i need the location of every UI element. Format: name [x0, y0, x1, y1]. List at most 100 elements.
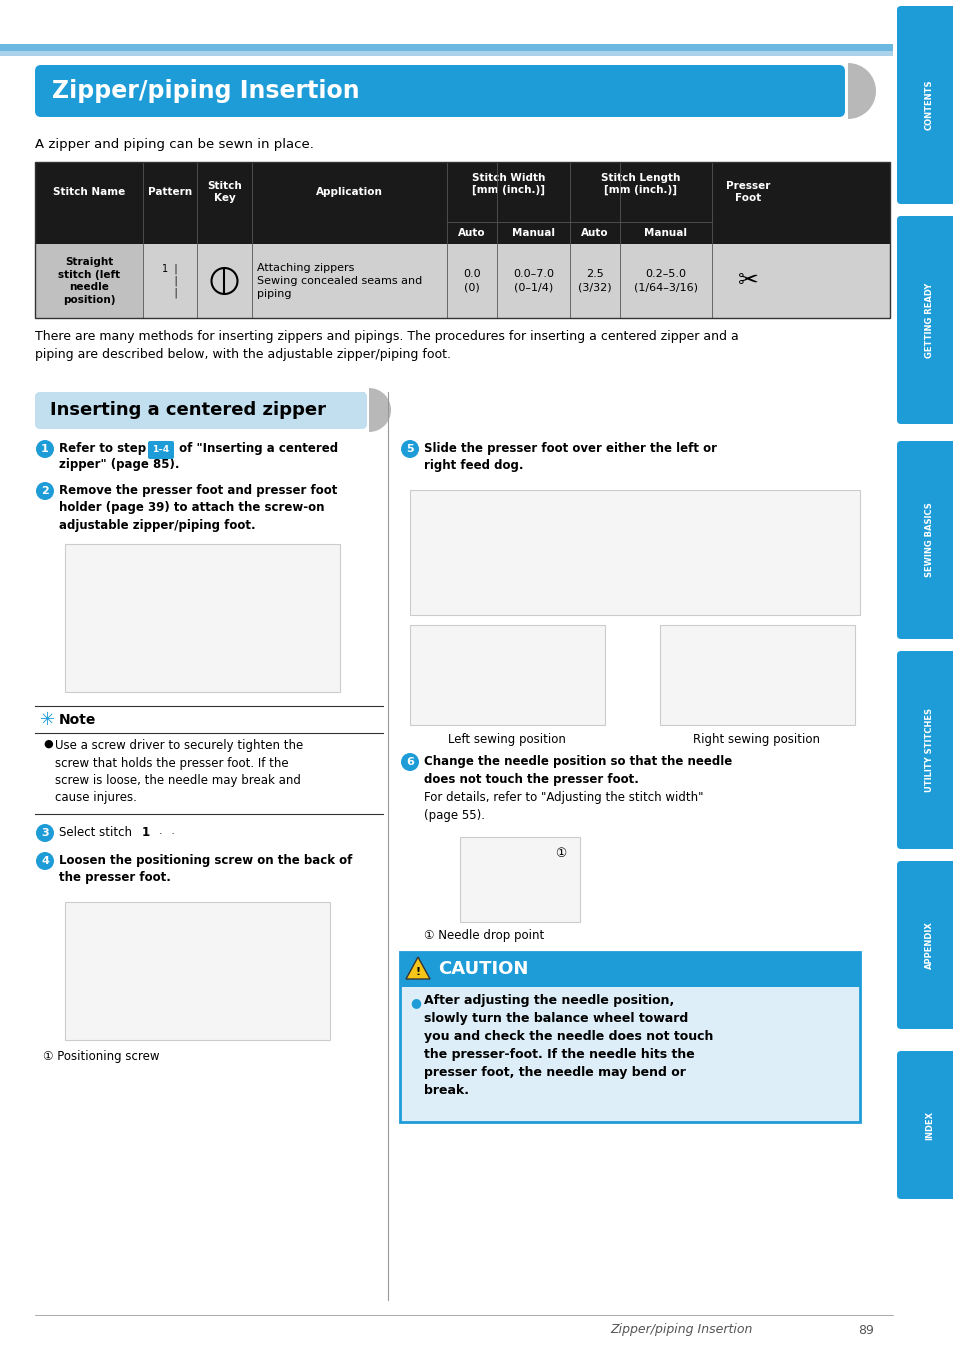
FancyBboxPatch shape: [896, 651, 953, 849]
Text: Note: Note: [59, 713, 96, 727]
Text: Remove the presser foot and presser foot
holder (page 39) to attach the screw-on: Remove the presser foot and presser foot…: [59, 484, 337, 532]
FancyBboxPatch shape: [896, 1051, 953, 1198]
Circle shape: [36, 852, 54, 869]
Text: !: !: [415, 967, 420, 977]
Text: Manual: Manual: [644, 228, 687, 239]
Text: After adjusting the needle position,
slowly turn the balance wheel toward
you an: After adjusting the needle position, slo…: [423, 993, 713, 1097]
Text: 0.0–7.0
(0–1/4): 0.0–7.0 (0–1/4): [513, 270, 554, 293]
Bar: [906, 445, 953, 635]
Text: .   .: . .: [152, 826, 174, 836]
Bar: [0, 51, 892, 57]
Text: 1: 1: [41, 443, 49, 454]
Circle shape: [36, 483, 54, 500]
Text: ① Positioning screw: ① Positioning screw: [43, 1050, 159, 1064]
Text: For details, refer to "Adjusting the stitch width"
(page 55).: For details, refer to "Adjusting the sti…: [423, 791, 702, 821]
FancyBboxPatch shape: [35, 65, 844, 117]
Bar: [906, 9, 953, 200]
Text: Stitch Width
[mm (inch.)]: Stitch Width [mm (inch.)]: [472, 173, 544, 195]
Text: Straight
stitch (left
needle
position): Straight stitch (left needle position): [58, 257, 120, 305]
Text: Inserting a centered zipper: Inserting a centered zipper: [50, 400, 326, 419]
Bar: [399, 952, 859, 1122]
FancyBboxPatch shape: [148, 441, 173, 460]
Text: GETTING READY: GETTING READY: [924, 282, 933, 357]
Text: Auto: Auto: [580, 228, 608, 239]
Bar: [35, 162, 889, 318]
Text: Change the needle position so that the needle
does not touch the presser foot.: Change the needle position so that the n…: [423, 755, 732, 786]
Circle shape: [36, 439, 54, 458]
Text: Presser
Foot: Presser Foot: [725, 181, 769, 204]
Text: Zipper/piping Insertion: Zipper/piping Insertion: [609, 1324, 752, 1336]
Circle shape: [400, 439, 418, 458]
FancyBboxPatch shape: [896, 861, 953, 1029]
Text: Refer to step: Refer to step: [59, 442, 150, 456]
Text: Attaching zippers
Sewing concealed seams and
piping: Attaching zippers Sewing concealed seams…: [256, 263, 422, 299]
Text: 89: 89: [857, 1324, 873, 1336]
Text: Loosen the positioning screw on the back of
the presser foot.: Loosen the positioning screw on the back…: [59, 855, 352, 884]
Text: 2.5
(3/32): 2.5 (3/32): [578, 270, 611, 293]
Wedge shape: [347, 392, 365, 429]
Text: UTILITY STITCHES: UTILITY STITCHES: [924, 708, 933, 793]
Bar: [0, 44, 892, 51]
Text: Stitch Length
[mm (inch.)]: Stitch Length [mm (inch.)]: [600, 173, 680, 195]
Text: Stitch Name: Stitch Name: [52, 187, 125, 197]
Bar: [65, 902, 330, 1041]
Bar: [659, 625, 854, 725]
Text: 6: 6: [406, 758, 414, 767]
Text: Use a screw driver to securely tighten the
screw that holds the presser foot. If: Use a screw driver to securely tighten t…: [55, 739, 303, 805]
Bar: [410, 625, 604, 725]
Text: Manual: Manual: [512, 228, 555, 239]
Circle shape: [36, 824, 54, 842]
Text: Left sewing position: Left sewing position: [448, 733, 565, 745]
Text: 1–4: 1–4: [152, 445, 170, 454]
Text: APPENDIX: APPENDIX: [924, 921, 933, 969]
Wedge shape: [369, 388, 391, 431]
Text: 0.0
(0): 0.0 (0): [463, 270, 480, 293]
Bar: [906, 865, 953, 1024]
Text: Zipper/piping Insertion: Zipper/piping Insertion: [52, 80, 359, 102]
FancyBboxPatch shape: [35, 392, 367, 429]
FancyBboxPatch shape: [896, 5, 953, 204]
Text: Pattern: Pattern: [148, 187, 192, 197]
Text: 1  |
    |
    |: 1 | | |: [162, 264, 177, 298]
Bar: [65, 545, 339, 692]
Circle shape: [400, 754, 418, 771]
Text: Auto: Auto: [457, 228, 485, 239]
Text: Slide the presser foot over either the left or
right feed dog.: Slide the presser foot over either the l…: [423, 442, 717, 473]
Bar: [906, 655, 953, 845]
Text: 4: 4: [41, 856, 49, 865]
Text: of "Inserting a centered: of "Inserting a centered: [174, 442, 337, 456]
Text: 1: 1: [142, 826, 150, 838]
Text: ①: ①: [555, 847, 566, 860]
Text: CONTENTS: CONTENTS: [924, 80, 933, 131]
Bar: [410, 491, 859, 615]
Text: CAUTION: CAUTION: [437, 960, 528, 979]
Text: 2: 2: [41, 487, 49, 496]
FancyBboxPatch shape: [896, 216, 953, 425]
Text: 5: 5: [406, 443, 414, 454]
Bar: [906, 1055, 953, 1194]
Bar: [35, 244, 143, 318]
Bar: [906, 220, 953, 421]
Text: ●: ●: [43, 739, 52, 749]
Text: A zipper and piping can be sewn in place.: A zipper and piping can be sewn in place…: [35, 137, 314, 151]
Polygon shape: [406, 957, 430, 979]
Text: zipper" (page 85).: zipper" (page 85).: [59, 458, 179, 470]
Text: INDEX: INDEX: [924, 1111, 933, 1139]
Bar: [35, 244, 889, 318]
Wedge shape: [847, 63, 875, 119]
FancyBboxPatch shape: [896, 441, 953, 639]
Text: SEWING BASICS: SEWING BASICS: [924, 503, 933, 577]
Text: ✳: ✳: [40, 710, 55, 729]
Text: Stitch
Key: Stitch Key: [207, 181, 242, 204]
Bar: [399, 952, 859, 987]
Text: 0.2–5.0
(1/64–3/16): 0.2–5.0 (1/64–3/16): [634, 270, 698, 293]
Text: 3: 3: [41, 828, 49, 838]
Text: ✂: ✂: [737, 270, 758, 293]
Bar: [35, 162, 889, 244]
Text: There are many methods for inserting zippers and pipings. The procedures for ins: There are many methods for inserting zip…: [35, 330, 738, 361]
Text: ① Needle drop point: ① Needle drop point: [423, 929, 543, 942]
Wedge shape: [820, 67, 843, 115]
Text: Application: Application: [315, 187, 382, 197]
Text: Right sewing position: Right sewing position: [693, 733, 820, 745]
Text: Select stitch: Select stitch: [59, 826, 135, 838]
